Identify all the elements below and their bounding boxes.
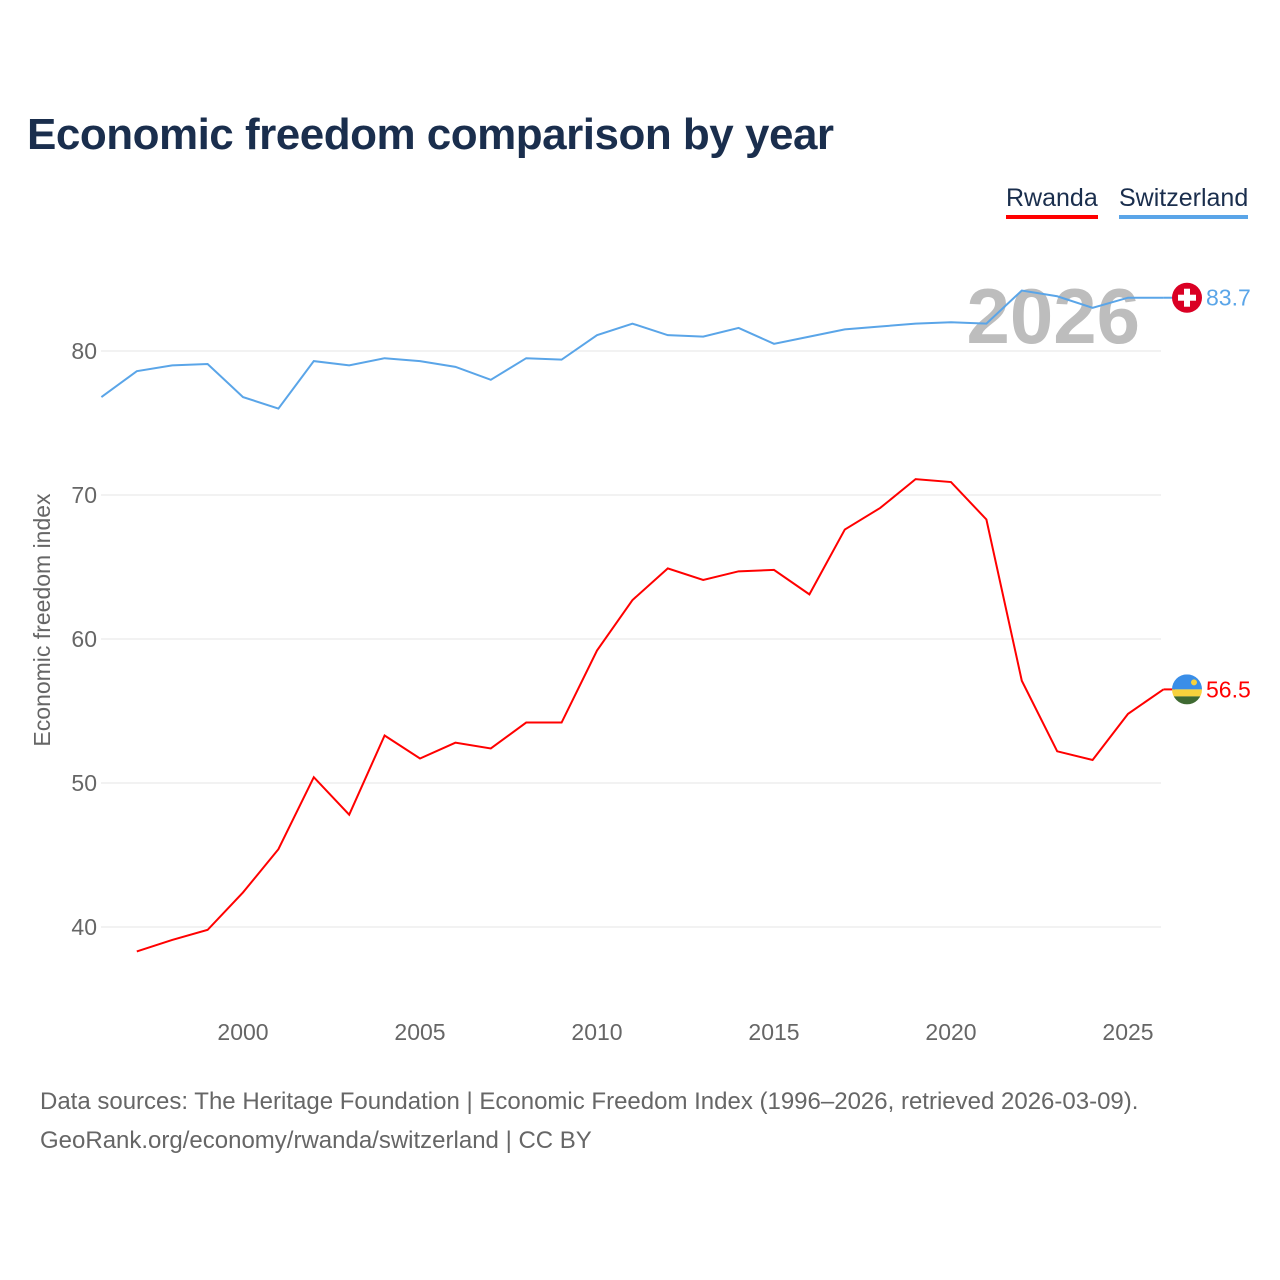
chart-title: Economic freedom comparison by year [27, 110, 834, 159]
year-watermark: 2026 [966, 272, 1140, 360]
y-tick-label: 60 [71, 626, 97, 652]
x-tick-label: 2000 [217, 1019, 268, 1045]
legend-rwanda[interactable]: Rwanda [1006, 184, 1098, 219]
y-tick-label: 50 [71, 770, 97, 796]
flag-green [1172, 696, 1202, 705]
flag-sun [1191, 679, 1197, 686]
y-tick-label: 70 [71, 482, 97, 508]
x-tick-label: 2015 [748, 1019, 799, 1045]
x-tick-label: 2005 [394, 1019, 445, 1045]
flag-yellow [1172, 689, 1202, 697]
y-tick-label: 40 [71, 914, 97, 940]
y-axis-label: Economic freedom index [29, 493, 55, 747]
footer-url[interactable]: GeoRank.org/economy/rwanda/switzerland |… [40, 1127, 592, 1154]
x-tick-label: 2025 [1102, 1019, 1153, 1045]
rwanda-flag-icon [1172, 674, 1202, 705]
flag-body [1172, 674, 1202, 705]
y-tick-label: 80 [71, 338, 97, 364]
x-tick-label: 2010 [571, 1019, 622, 1045]
end-label-switzerland: 83.7 [1206, 285, 1251, 311]
flag-cross [1178, 294, 1196, 301]
footer-sources: Data sources: The Heritage Foundation | … [40, 1088, 1139, 1115]
flag-blue [1172, 674, 1202, 690]
x-tick-label: 2020 [925, 1019, 976, 1045]
series-line-switzerland [100, 289, 1164, 410]
series-line-rwanda [136, 478, 1164, 953]
end-label-rwanda: 56.5 [1206, 676, 1251, 702]
legend-switzerland[interactable]: Switzerland [1119, 184, 1249, 219]
switzerland-flag-icon [1172, 282, 1202, 313]
